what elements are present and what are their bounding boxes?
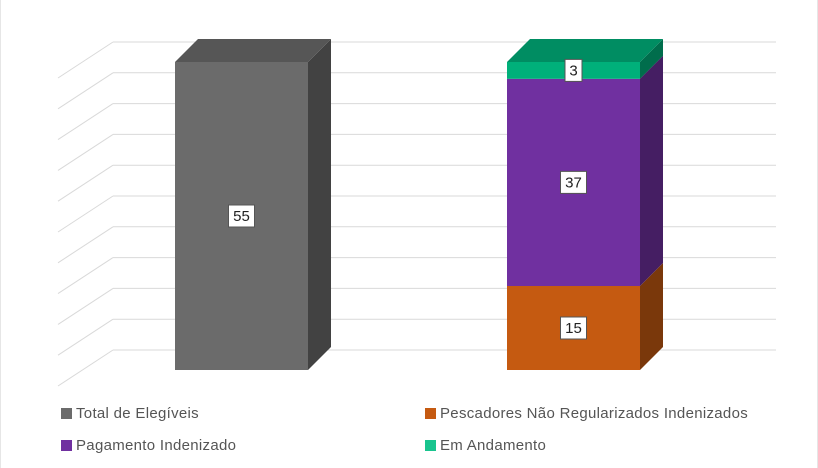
legend-label: Pagamento Indenizado xyxy=(76,437,237,454)
data-label: 15 xyxy=(565,320,582,337)
gridlines xyxy=(57,41,776,387)
bar-top xyxy=(175,39,331,62)
bar-side xyxy=(308,39,331,370)
legend-label: Em Andamento xyxy=(440,437,547,454)
gridline-diagonal xyxy=(57,103,114,141)
data-label: 37 xyxy=(565,174,582,191)
gridline-diagonal xyxy=(57,195,114,233)
legend-swatch xyxy=(61,408,72,419)
data-label-box xyxy=(564,58,583,82)
gridline-diagonal xyxy=(57,318,114,356)
legend-label: Pescadores Não Regularizados Indenizados xyxy=(440,405,749,422)
gridline-diagonal xyxy=(57,41,114,79)
bar-segment: 15 xyxy=(507,263,663,370)
data-label-box xyxy=(228,204,255,228)
bar-side xyxy=(640,55,663,286)
bar-side xyxy=(640,263,663,370)
data-label: 55 xyxy=(233,208,250,225)
gridline-diagonal xyxy=(57,349,114,387)
gridline-diagonal xyxy=(57,226,114,264)
legend-swatch xyxy=(425,440,436,451)
data-label-box xyxy=(560,316,587,340)
data-label: 3 xyxy=(569,62,577,79)
gridline-diagonal xyxy=(57,133,114,171)
legend-item-pagamento-indenizado: Pagamento Indenizado xyxy=(61,437,236,454)
gridline-diagonal xyxy=(57,164,114,202)
legend-label: Total de Elegíveis xyxy=(76,405,199,422)
bar-segment: 37 xyxy=(507,55,663,286)
bars: 55 15 37 3 xyxy=(175,39,663,370)
gridline-diagonal xyxy=(57,287,114,325)
legend-swatch xyxy=(425,408,436,419)
bar-segment: 3 xyxy=(507,39,663,82)
bar-top xyxy=(507,39,663,62)
bar-side xyxy=(640,39,663,79)
gridline-diagonal xyxy=(57,72,114,110)
data-label-box xyxy=(560,170,587,194)
chart-plot: 55 15 37 3 xyxy=(57,39,776,387)
legend-item-em-andamento: Em Andamento xyxy=(425,437,546,454)
bar-segment: 55 xyxy=(175,39,331,370)
gridline-diagonal xyxy=(57,257,114,295)
legend-item-total-elegiveis: Total de Elegíveis xyxy=(61,405,199,422)
legend-item-pescadores: Pescadores Não Regularizados Indenizados xyxy=(425,405,748,422)
legend-swatch xyxy=(61,440,72,451)
